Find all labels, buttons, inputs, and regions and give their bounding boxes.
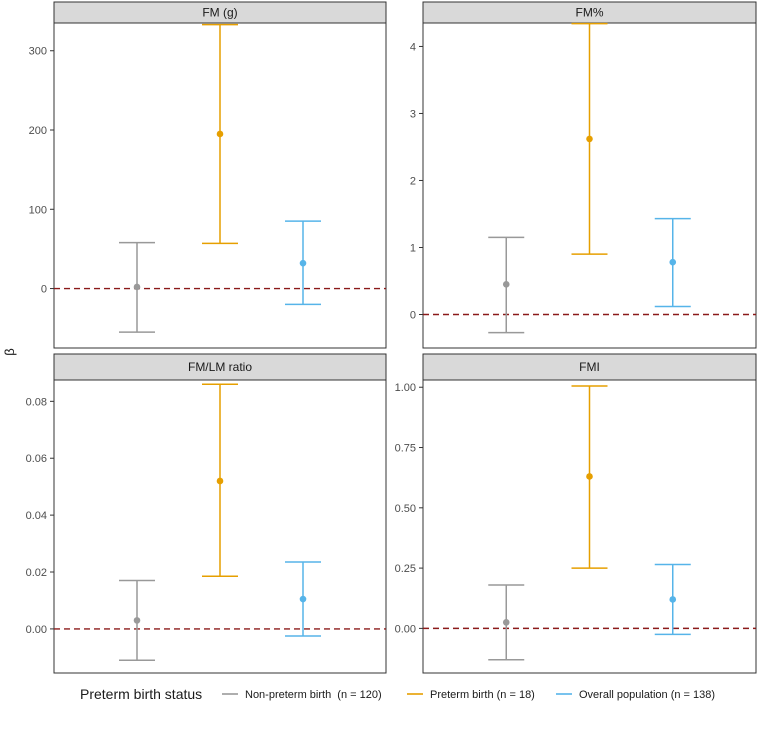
- legend-label-preterm: Preterm birth (n = 18): [430, 689, 535, 701]
- y-tick-label: 0.25: [395, 563, 416, 575]
- y-axis-title: β: [2, 348, 17, 355]
- point-estimate: [669, 258, 677, 266]
- point-estimate: [216, 477, 224, 485]
- y-tick-label: 0: [41, 284, 47, 296]
- legend-entry-preterm: Preterm birth (n = 18): [407, 689, 535, 701]
- y-tick-label: 1.00: [395, 382, 416, 394]
- panel-2: FM% 0 1 2 3 4: [410, 1, 757, 349]
- y-tick-label: 0.08: [26, 396, 47, 408]
- y-tick-label: 1: [410, 242, 416, 254]
- point-estimate: [133, 283, 141, 291]
- point-estimate: [216, 130, 224, 138]
- legend-entry-non-preterm: Non-preterm birth (n = 120): [222, 689, 382, 701]
- panel-4: FMI 0.00 0.25 0.50 0.75 1.00: [395, 353, 757, 674]
- panel-title: FMI: [579, 360, 600, 374]
- point-estimate: [299, 595, 307, 603]
- panel-title: FM (g): [202, 6, 237, 20]
- y-tick-label: 0.02: [26, 567, 47, 579]
- panel-strip: [53, 353, 387, 381]
- panel-title: FM/LM ratio: [188, 360, 252, 374]
- panels: FM (g) 0 100 200 300 FM% 0 1 2 3 4 FM/LM ratio 0.00 0…: [26, 1, 757, 674]
- y-tick-label: 0.75: [395, 443, 416, 455]
- panel-strip: [422, 353, 757, 381]
- point-estimate: [133, 617, 141, 624]
- y-tick-label: 0: [410, 309, 416, 321]
- y-tick-label: 300: [29, 46, 47, 58]
- y-tick-label: 0.00: [26, 624, 47, 636]
- panel-title: FM%: [576, 6, 604, 20]
- y-tick-label: 0.50: [395, 503, 416, 515]
- y-tick-label: 100: [29, 204, 47, 216]
- point-estimate: [669, 596, 677, 603]
- legend-entry-overall: Overall population (n = 138): [556, 689, 715, 701]
- legend-title: Preterm birth status: [80, 686, 202, 702]
- y-tick-label: 200: [29, 125, 47, 137]
- y-tick-label: 0.04: [26, 510, 47, 522]
- y-tick-label: 2: [410, 175, 416, 187]
- y-tick-label: 3: [410, 108, 416, 120]
- legend-label-overall: Overall population (n = 138): [579, 689, 715, 701]
- legend-label-non-preterm: Non-preterm birth (n = 120): [245, 689, 382, 701]
- point-estimate: [586, 473, 593, 480]
- point-estimate: [502, 619, 510, 626]
- panel-3: FM/LM ratio 0.00 0.02 0.04 0.06 0.08: [26, 353, 387, 674]
- y-tick-label: 4: [410, 41, 416, 53]
- y-tick-label: 0.06: [26, 453, 47, 465]
- point-estimate: [586, 135, 593, 143]
- legend: Preterm birth status Non-preterm birth (…: [80, 686, 715, 702]
- point-estimate: [502, 281, 510, 288]
- point-estimate: [299, 259, 307, 267]
- panel-1: FM (g) 0 100 200 300: [29, 1, 387, 349]
- y-tick-label: 0.00: [395, 623, 416, 635]
